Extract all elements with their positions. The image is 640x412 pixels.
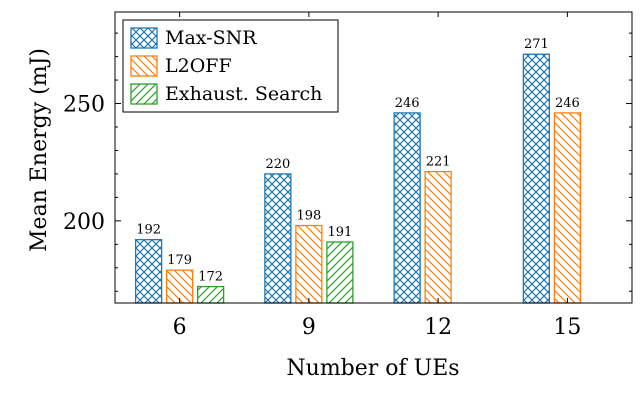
x-axis-label: Number of UEs	[286, 356, 459, 381]
data-label: 198	[296, 209, 321, 224]
legend-swatch	[130, 55, 158, 77]
legend-label: Max-SNR	[165, 27, 257, 49]
x-tick-label: 9	[302, 315, 316, 340]
legend: Max-SNR L2OFF Exhaust. Search	[122, 19, 339, 113]
legend-swatch	[130, 27, 158, 49]
data-labels-layer: 192 220 246 271 179 198 221 246 172 191	[136, 37, 580, 284]
legend-box	[122, 19, 339, 113]
data-label: 220	[265, 157, 290, 172]
data-label: 246	[555, 96, 580, 111]
y-tick-label: 200	[63, 210, 105, 235]
bar-0-1	[264, 173, 292, 304]
data-label: 271	[524, 37, 549, 52]
x-tick-label: 12	[424, 315, 452, 340]
bar-0-3	[522, 53, 551, 304]
axes-layer: 6 9 12 15 200 250	[63, 11, 633, 340]
bar-2-1	[326, 241, 354, 304]
bar-1-1	[295, 224, 323, 304]
legend-label: L2OFF	[165, 55, 232, 77]
bar-1-2	[424, 170, 452, 304]
data-label: 192	[136, 223, 161, 238]
y-tick-label: 250	[63, 93, 105, 118]
legend-swatch	[130, 83, 158, 105]
bar-0-2	[393, 112, 421, 304]
x-tick-label: 15	[553, 315, 581, 340]
data-label: 179	[167, 253, 192, 268]
bar-1-3	[553, 112, 582, 304]
bar-2-0	[196, 285, 225, 304]
data-label: 172	[198, 270, 223, 285]
y-axis-label: Mean Energy (mJ)	[27, 48, 52, 252]
plot-frame	[114, 11, 633, 304]
data-label: 246	[395, 96, 420, 111]
bars-layer	[134, 53, 582, 304]
x-tick-label: 6	[173, 315, 187, 340]
bar-0-0	[134, 238, 163, 304]
legend-label: Exhaust. Search	[165, 83, 322, 105]
data-label: 221	[426, 155, 451, 170]
data-label: 191	[327, 225, 352, 240]
